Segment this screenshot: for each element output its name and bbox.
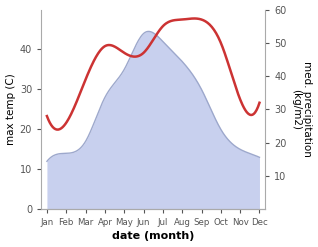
Y-axis label: max temp (C): max temp (C)	[5, 74, 16, 145]
X-axis label: date (month): date (month)	[112, 231, 194, 242]
Y-axis label: med. precipitation
(kg/m2): med. precipitation (kg/m2)	[291, 62, 313, 157]
